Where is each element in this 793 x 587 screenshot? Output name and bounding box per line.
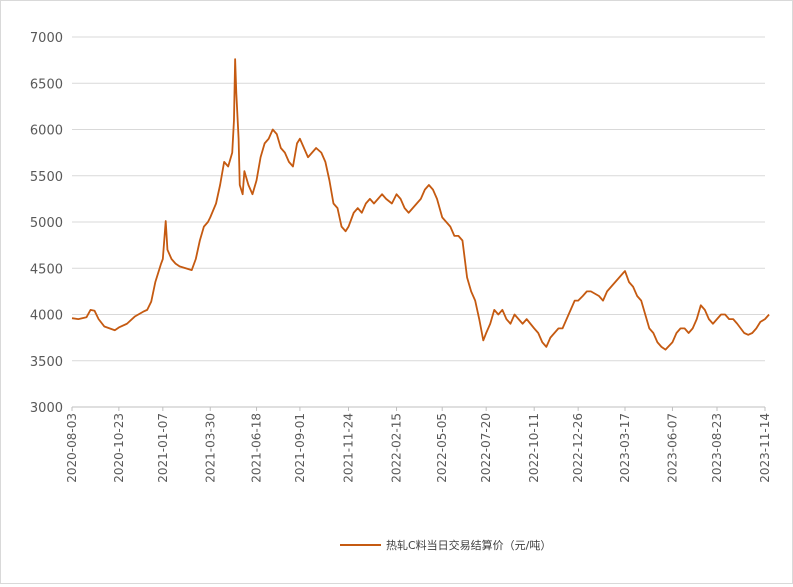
x-axis bbox=[71, 406, 766, 411]
x-tick-label: 2020-08-03 bbox=[65, 413, 79, 483]
x-tick-label: 2023-06-07 bbox=[665, 413, 679, 483]
x-tick-label: 2022-12-26 bbox=[571, 413, 585, 483]
y-tick-label: 6500 bbox=[30, 77, 63, 92]
x-tick-label: 2022-05-05 bbox=[435, 413, 449, 483]
series-line-0 bbox=[71, 58, 770, 351]
y-axis-tick-labels: 3000 3500 4000 4500 5000 5500 6000 6500 7000 bbox=[30, 31, 63, 416]
legend: 热轧C料当日交易结算价（元/吨） bbox=[340, 538, 551, 552]
x-tick-label: 2022-07-20 bbox=[479, 413, 493, 483]
x-tick-label: 2023-11-14 bbox=[758, 413, 772, 483]
x-tick-label: 2020-10-23 bbox=[112, 413, 126, 483]
y-tick-label: 4000 bbox=[30, 309, 63, 324]
y-tick-label: 5000 bbox=[30, 216, 63, 231]
x-tick-label: 2022-02-15 bbox=[390, 413, 404, 483]
x-tick-label: 2021-06-18 bbox=[250, 413, 264, 483]
x-tick-label: 2021-03-30 bbox=[203, 413, 217, 483]
y-tick-label: 4500 bbox=[30, 262, 63, 277]
x-tick-label: 2021-11-24 bbox=[342, 413, 356, 483]
x-tick-label: 2023-03-17 bbox=[618, 413, 632, 483]
y-tick-label: 5500 bbox=[30, 170, 63, 185]
x-axis-tick-labels: 2020-08-03 2020-10-23 2021-01-07 2021-03-30… bbox=[65, 413, 772, 483]
y-tick-label: 7000 bbox=[30, 31, 63, 46]
y-tick-label: 3000 bbox=[30, 401, 63, 416]
series-group bbox=[71, 58, 770, 351]
x-tick-label: 2021-09-01 bbox=[293, 413, 307, 483]
gridlines bbox=[72, 36, 765, 362]
x-tick-label: 2022-10-11 bbox=[527, 413, 541, 483]
y-tick-label: 3500 bbox=[30, 355, 63, 370]
x-tick-label: 2023-08-23 bbox=[710, 413, 724, 483]
x-tick-label: 2021-01-07 bbox=[156, 413, 170, 483]
y-tick-label: 6000 bbox=[30, 124, 63, 139]
legend-label: 热轧C料当日交易结算价（元/吨） bbox=[386, 538, 551, 552]
